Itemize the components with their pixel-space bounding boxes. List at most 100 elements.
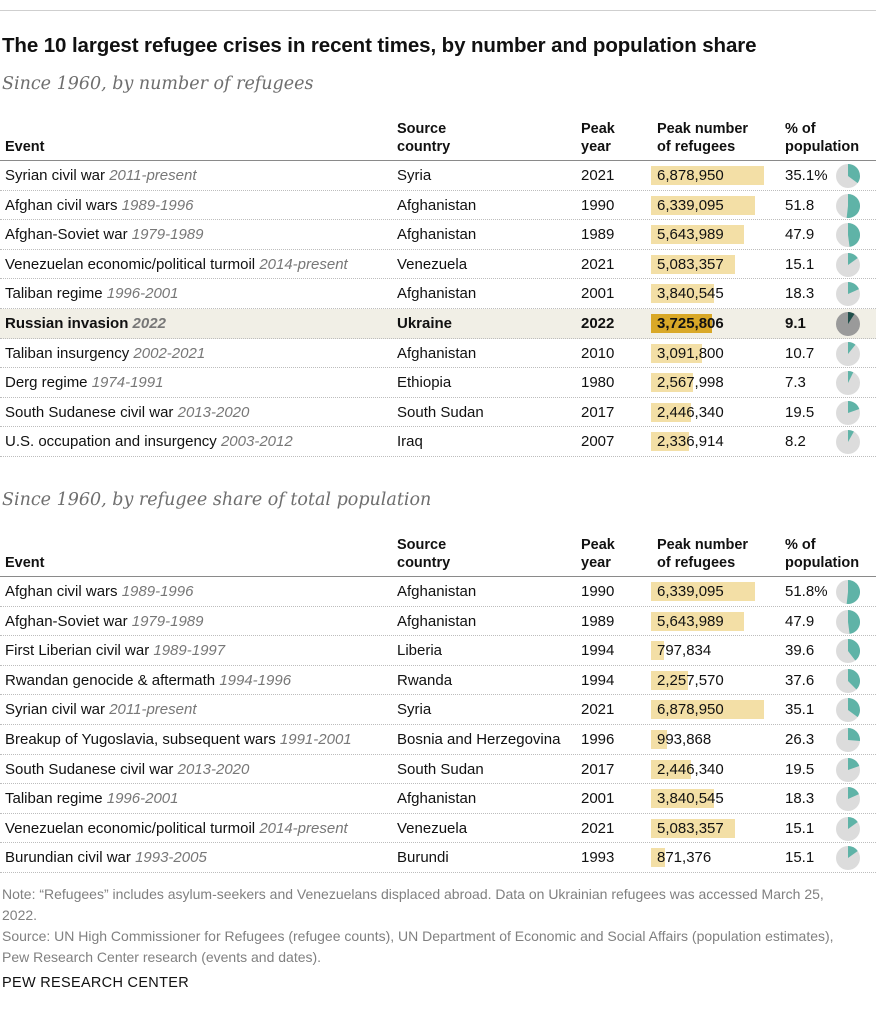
pie-slice [848,430,854,443]
pie-slice [848,787,859,800]
event-cell: U.S. occupation and insurgency 2003-2012 [5,427,293,456]
pct-population-cell: 35.1% [785,167,828,184]
table-row: Russian invasion 2022 Ukraine 2022 3,725,80… [0,308,876,339]
refugees-bar [651,373,694,393]
event-years: 1996-2001 [106,285,179,303]
event-cell: First Liberian civil war 1989-1997 [5,636,225,665]
event-cell: Breakup of Yugoslavia, subsequent wars 1… [5,725,352,754]
table-row: Venezuelan economic/political turmoil 20… [0,814,876,844]
pct-population-cell: 19.5 [785,760,815,778]
event-cell: Syrian civil war 2011-present [5,695,197,724]
event-years: 1991-2001 [279,730,352,748]
source-country-cell: Burundi [397,849,449,867]
refugees-value: 2,567,998 [657,374,724,392]
table-row: Syrian civil war 2011-present Syria 2021 6,… [0,161,876,191]
event-name: Taliban regime [5,790,103,808]
pie-slice [846,580,860,604]
peak-year-cell: 1996 [581,730,615,748]
event-cell: Rwandan genocide & aftermath 1994-1996 [5,666,291,695]
pie-slice [848,341,856,354]
event-years: 2002-2021 [133,344,206,362]
table-row: Taliban regime 1996-2001 Afghanistan 2001 3… [0,784,876,814]
peak-number-cell: 2,336,914 [651,427,771,456]
event-years: 2022 [132,314,166,332]
pie-slice [848,816,858,829]
event-name: South Sudanese civil war [5,760,174,778]
refugees-value: 2,446,340 [657,403,724,421]
peak-year-cell: 2022 [581,314,615,332]
table-rows: Syrian civil war 2011-present Syria 2021 6,… [0,161,876,457]
refugees-bar [651,611,744,631]
peak-year-cell: 1980 [581,374,615,392]
peak-year-cell: 2021 [581,167,615,184]
table-header: Event Source country Peak year Peak number… [0,106,876,161]
pct-population-cell: 47.9 [785,612,815,630]
pct-population-cell: 39.6 [785,642,815,660]
peak-number-cell: 5,083,357 [651,814,771,843]
event-years: 2013-2020 [177,403,250,421]
top-rule [0,10,876,11]
peak-number-cell: 5,643,989 [651,220,771,249]
pie-slice [848,252,858,265]
pct-population-cell: 8.2 [785,433,806,451]
peak-year-cell: 2007 [581,433,615,451]
peak-year-cell: 1989 [581,226,615,244]
peak-number-cell: 5,083,357 [651,250,771,279]
table-row: First Liberian civil war 1989-1997 Liberi… [0,636,876,666]
pct-population-cell: 19.5 [785,403,815,421]
header-peak-year: Peak year [581,121,615,155]
peak-number-cell: 6,339,095 [651,191,771,220]
peak-number-cell: 3,725,806 [651,309,771,338]
source-country-cell: Afghanistan [397,344,477,362]
footnote: Note: “Refugees” includes asylum-seekers… [2,884,862,968]
header-event: Event [5,555,45,571]
event-name: Venezuelan economic/political turmoil [5,255,256,273]
pie-slice [848,223,860,248]
source-country-cell: Syria [397,701,432,719]
refugees-bar [651,195,756,215]
header-pct-population: % of population [785,121,860,155]
source-country-cell: Rwanda [397,671,453,689]
peak-number-cell: 6,878,950 [651,161,771,190]
event-years: 1979-1989 [131,226,204,244]
pct-population-cell: 7.3 [785,374,806,392]
refugees-value: 871,376 [657,849,712,867]
peak-year-cell: 1993 [581,849,615,867]
pct-population-cell: 26.3 [785,730,815,748]
refugees-value: 2,446,340 [657,760,724,778]
peak-year-cell: 1990 [581,196,615,214]
event-cell: Afghan civil wars 1989-1996 [5,577,193,606]
peak-year-cell: 2017 [581,403,615,421]
refugees-bar [651,641,665,661]
note-text: Note: “Refugees” includes asylum-seekers… [2,886,824,923]
table-number-of-refugees: Event Source country Peak year Peak number… [0,106,876,457]
event-name: Taliban insurgency [5,344,130,362]
peak-year-cell: 1990 [581,583,615,600]
refugees-bar [651,432,690,452]
table-population-share: Event Source country Peak year Peak number… [0,522,876,873]
table-row: Taliban regime 1996-2001 Afghanistan 2001 3… [0,279,876,309]
pie-slice [848,400,860,413]
refugees-bar [651,254,735,274]
pct-population-cell: 10.7 [785,344,815,362]
event-name: Afghan-Soviet war [5,226,128,244]
event-name: Venezuelan economic/political turmoil [5,819,256,837]
pie-slice [848,639,860,661]
peak-number-cell: 2,446,340 [651,398,771,427]
event-years: 1989-1997 [153,642,226,660]
table-row: Afghan-Soviet war 1979-1989 Afghanistan 19… [0,220,876,250]
table-row: U.S. occupation and insurgency 2003-2012… [0,427,876,457]
source-country-cell: Venezuela [397,255,468,273]
event-years: 1974-1991 [91,374,164,392]
refugees-bar [651,789,715,809]
peak-number-cell: 3,091,800 [651,339,771,368]
pie-slice [848,698,860,718]
peak-number-cell: 871,376 [651,843,771,872]
population-share-pie [836,698,860,723]
source-country-cell: South Sudan [397,403,484,421]
refugees-bar [651,166,764,185]
peak-year-cell: 1989 [581,612,615,630]
event-cell: Venezuelan economic/political turmoil 20… [5,814,348,843]
refugees-bar [651,582,756,601]
peak-number-cell: 3,840,545 [651,279,771,308]
